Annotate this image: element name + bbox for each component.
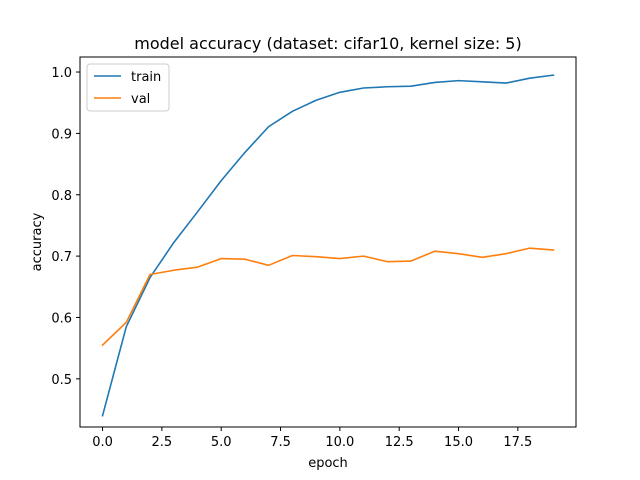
y-tick-label: 0.5 bbox=[51, 373, 72, 388]
y-tick-label: 1.0 bbox=[51, 66, 72, 81]
x-tick-label: 0.0 bbox=[92, 435, 113, 450]
y-axis-label: accuracy bbox=[30, 212, 45, 271]
x-tick-label: 10.0 bbox=[325, 435, 354, 450]
x-tick-label: 7.5 bbox=[270, 435, 291, 450]
series-line-val bbox=[101, 247, 555, 347]
x-tick-label: 2.5 bbox=[152, 435, 173, 450]
x-tick-label: 15.0 bbox=[444, 435, 473, 450]
series-layer bbox=[101, 74, 555, 417]
y-tick-label: 0.7 bbox=[51, 250, 72, 265]
legend-label-train: train bbox=[131, 70, 161, 85]
y-tick-label: 0.9 bbox=[51, 127, 72, 142]
x-tick-label: 17.5 bbox=[503, 435, 532, 450]
y-tick-label: 0.6 bbox=[51, 311, 72, 326]
x-tick-label: 5.0 bbox=[211, 435, 232, 450]
y-axis: 0.5 0.6 0.7 0.8 0.9 1.0 bbox=[51, 66, 80, 388]
legend: train val bbox=[86, 63, 170, 112]
chart-title: model accuracy (dataset: cifar10, kernel… bbox=[134, 34, 521, 53]
plot-area-frame bbox=[79, 56, 577, 428]
x-axis-label: epoch bbox=[308, 456, 348, 471]
series-line-train bbox=[101, 74, 555, 417]
legend-label-val: val bbox=[131, 92, 150, 107]
y-tick-label: 0.8 bbox=[51, 189, 72, 204]
x-tick-label: 12.5 bbox=[385, 435, 414, 450]
x-axis: 0.0 2.5 5.0 7.5 10.0 12.5 15.0 17.5 bbox=[92, 427, 532, 450]
